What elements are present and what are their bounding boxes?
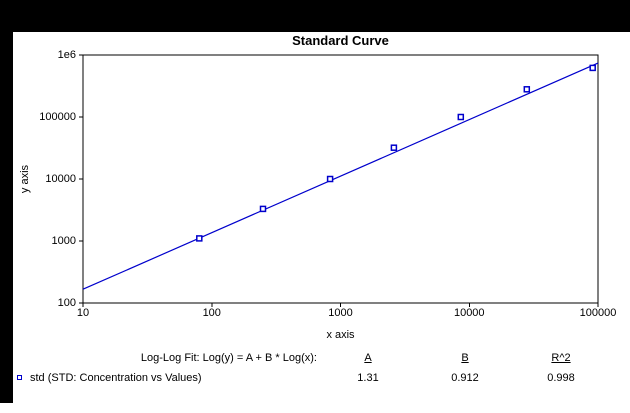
x-axis-label: x axis bbox=[326, 329, 355, 341]
data-point bbox=[196, 235, 203, 242]
fit-line bbox=[82, 62, 599, 290]
x-tick-label: 100000 bbox=[579, 307, 617, 319]
left-frame-band bbox=[0, 32, 13, 403]
data-point bbox=[457, 113, 465, 121]
data-point bbox=[523, 86, 531, 93]
column-header-r2: R^2 bbox=[551, 352, 571, 364]
x-tick-label: 10 bbox=[76, 307, 90, 319]
y-tick-label: 100 bbox=[57, 297, 76, 309]
x-tick-label: 1000 bbox=[328, 307, 353, 319]
legend-square-marker-icon bbox=[17, 375, 22, 380]
y-tick-label: 100000 bbox=[39, 111, 76, 123]
plot-border bbox=[82, 54, 599, 304]
chart-title: Standard Curve bbox=[292, 33, 389, 48]
x-tick-label: 10000 bbox=[453, 307, 485, 319]
x-tick-label: 100 bbox=[202, 307, 221, 319]
fit-equation-label: Log-Log Fit: Log(y) = A + B * Log(x): bbox=[140, 352, 317, 364]
y-tick-label: 10000 bbox=[45, 173, 76, 185]
data-point bbox=[326, 175, 334, 183]
y-tick-label: 1e6 bbox=[57, 49, 76, 61]
fit-value-a: 1.31 bbox=[357, 372, 379, 384]
top-frame-band bbox=[0, 0, 630, 32]
data-point bbox=[390, 144, 398, 151]
fit-value-r2: 0.998 bbox=[547, 372, 575, 384]
legend-series-label: std (STD: Concentration vs Values) bbox=[30, 372, 202, 384]
y-tick-label: 1000 bbox=[51, 235, 76, 247]
column-header-b: B bbox=[461, 352, 469, 364]
data-point bbox=[259, 205, 267, 213]
column-header-a: A bbox=[364, 352, 372, 364]
fit-value-b: 0.912 bbox=[451, 372, 479, 384]
data-point bbox=[589, 64, 596, 72]
